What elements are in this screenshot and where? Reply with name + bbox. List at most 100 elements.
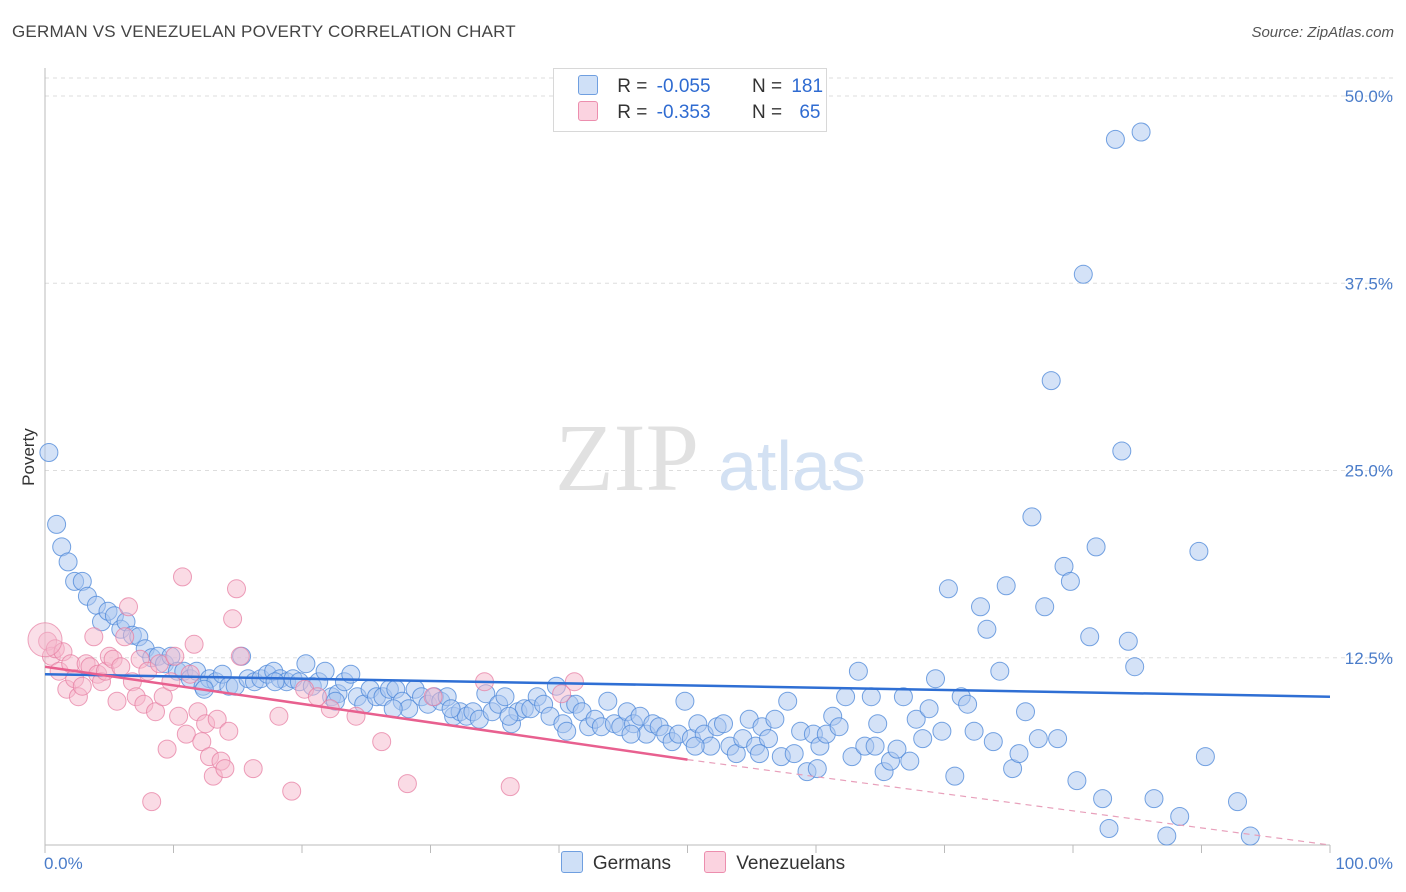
data-point-germans (1009, 744, 1029, 764)
data-point-germans (598, 691, 618, 711)
data-point-venezuelans (269, 706, 289, 726)
data-point-venezuelans (184, 634, 204, 654)
data-point-venezuelans (119, 597, 138, 617)
r-label: R = (617, 76, 648, 97)
trend-line-germans (44, 672, 1331, 698)
data-point-germans (958, 694, 978, 714)
data-point-venezuelans (227, 579, 246, 599)
data-point-germans (441, 699, 461, 719)
stats-row-venezuelans: R = -0.353 N = 65 (578, 101, 820, 125)
legend-item-germans[interactable]: Germans (560, 851, 672, 875)
data-point-germans (971, 597, 990, 617)
source-label: Source: ZipAtlas.com (1251, 24, 1394, 41)
data-point-venezuelans (500, 777, 520, 797)
data-point-germans (1060, 571, 1080, 591)
data-point-germans (1228, 792, 1247, 812)
venezuelans-legend-swatch (704, 851, 727, 873)
data-point-germans (765, 709, 785, 729)
data-point-germans (315, 661, 335, 681)
data-point-germans (1099, 819, 1119, 838)
data-point-germans (1016, 702, 1035, 722)
data-point-germans (919, 699, 939, 719)
data-point-venezuelans (149, 654, 169, 674)
data-point-venezuelans (107, 691, 127, 711)
data-point-venezuelans (180, 664, 200, 684)
data-point-germans (983, 732, 1003, 752)
data-point-venezuelans (219, 721, 239, 741)
data-point-germans (1067, 771, 1087, 791)
data-point-venezuelans (207, 709, 227, 729)
data-point-germans (996, 576, 1016, 596)
data-point-germans (836, 687, 856, 707)
data-point-venezuelans (397, 774, 417, 794)
data-point-venezuelans (169, 706, 189, 726)
watermark: ZIP atlas (555, 404, 866, 511)
data-point-germans (1093, 789, 1113, 809)
data-point-germans (1195, 747, 1215, 767)
data-point-venezuelans (84, 627, 104, 647)
data-point-venezuelans (282, 781, 302, 801)
data-point-germans (861, 687, 881, 707)
data-point-venezuelans (72, 676, 92, 696)
data-point-germans (1131, 122, 1151, 142)
germans-swatch (578, 75, 598, 95)
data-point-venezuelans (146, 702, 165, 722)
data-point-germans (499, 706, 519, 726)
data-point-venezuelans (176, 724, 196, 744)
data-point-germans (938, 579, 958, 599)
data-point-germans (848, 661, 868, 681)
data-point-germans (865, 736, 885, 756)
data-point-germans (750, 744, 769, 764)
y-axis-label: Poverty (19, 428, 38, 486)
x-tick-label-end: 100.0% (1335, 854, 1393, 873)
data-point-venezuelans (223, 609, 243, 629)
trend-line-venezuelans (44, 665, 688, 761)
data-point-germans (807, 759, 827, 779)
data-point-venezuelans (192, 732, 212, 752)
data-point-germans (900, 751, 920, 771)
germans-legend-swatch (560, 851, 583, 873)
data-point-germans (1157, 826, 1177, 846)
data-point-germans (685, 736, 705, 756)
data-point-venezuelans (243, 759, 263, 779)
grid-lines (45, 77, 1395, 659)
data-point-germans (1048, 729, 1068, 749)
data-point-germans (58, 552, 78, 572)
data-point-germans (842, 747, 862, 767)
data-point-germans (1125, 657, 1145, 677)
data-point-germans (1022, 507, 1042, 527)
legend-label-germans: Germans (592, 853, 672, 874)
data-point-venezuelans (142, 792, 162, 812)
tick-labels: 12.5% 25.0% 37.5% 50.0% 0.0% 100.0% Poverty (19, 87, 1393, 873)
data-point-germans (932, 721, 952, 741)
data-point-venezuelans (153, 687, 173, 707)
data-point-germans (1086, 537, 1106, 557)
n-label: N = (751, 76, 783, 97)
watermark-zip: ZIP (555, 404, 699, 511)
legend-item-venezuelans[interactable]: Venezuelans (704, 851, 845, 875)
data-point-venezuelans (173, 567, 192, 587)
data-point-germans (495, 687, 515, 707)
data-point-germans (829, 717, 849, 737)
data-point-germans (759, 729, 778, 749)
r-value: -0.353 (656, 102, 711, 123)
data-point-germans (621, 724, 641, 744)
data-point-germans (1144, 789, 1164, 809)
data-point-germans (1189, 541, 1209, 561)
series-venezuelans (27, 567, 584, 812)
chart-title: GERMAN VS VENEZUELAN POVERTY CORRELATION… (12, 22, 516, 41)
data-point-venezuelans (215, 759, 235, 779)
trend-line-venezuelans-extrapolated (687, 759, 1331, 846)
data-point-germans (964, 721, 984, 741)
data-point-venezuelans-large (27, 622, 63, 658)
data-point-germans (868, 714, 888, 734)
series-legend: Germans Venezuelans (0, 851, 1406, 875)
data-point-germans (913, 729, 933, 749)
data-point-germans (906, 709, 926, 729)
data-point-germans (714, 714, 733, 734)
data-point-germans (1170, 807, 1190, 826)
n-value: 181 (791, 76, 824, 97)
data-point-germans (1118, 631, 1138, 651)
data-point-germans (1112, 441, 1132, 461)
data-point-venezuelans (115, 627, 135, 647)
